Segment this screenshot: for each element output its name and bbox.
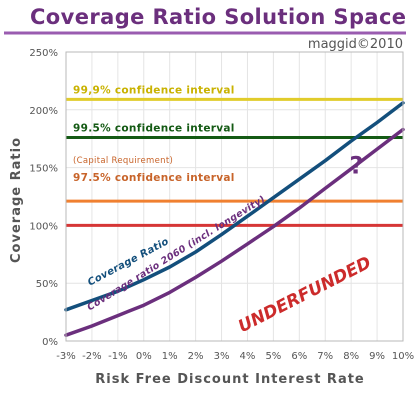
x-tick-label: 7% (317, 351, 333, 362)
chart-subtitle: maggid©2010 (308, 37, 403, 52)
y-tick-label: 0% (42, 337, 58, 348)
series-line (64, 127, 405, 337)
y-tick-label: 200% (29, 106, 58, 117)
y-tick-label: 50% (36, 279, 58, 290)
series-label: Coverage ratio 2060 (incl. longevity) (85, 194, 267, 313)
question-mark-annotation: ? (349, 151, 363, 179)
x-axis-label: Risk Free Discount Interest Rate (95, 372, 365, 387)
reference-line-label: 99,9% confidence interval (73, 84, 235, 96)
x-tick-label: -1% (108, 351, 127, 362)
x-tick-label: 6% (291, 351, 307, 362)
y-axis-label: Coverage Ratio (9, 137, 24, 263)
x-tick-label: 9% (369, 351, 385, 362)
reference-line-label: 99.5% confidence interval (73, 123, 235, 135)
x-tick-label: 2% (188, 351, 204, 362)
series-line (64, 101, 405, 312)
axes: -3% -2% -1% 0% 1% 2% 3% 4% 5% 6% 7% 8% 9% 10% 0% 50% 100… (29, 48, 414, 362)
x-tick-label: 1% (162, 351, 178, 362)
x-tick-label: 0% (136, 351, 152, 362)
x-tick-label: -3% (56, 351, 75, 362)
reference-line-label: (Capital Requirement) (73, 156, 173, 166)
y-tick-label: 100% (29, 221, 58, 232)
x-tick-label: 10% (392, 351, 414, 362)
x-tick-label: 3% (214, 351, 230, 362)
x-tick-label: 5% (265, 351, 281, 362)
annotations: UNDERFUNDED? (235, 151, 374, 337)
x-tick-label: -2% (82, 351, 101, 362)
x-tick-label: 8% (343, 351, 359, 362)
underfunded-annotation: UNDERFUNDED (235, 253, 374, 337)
chart-title: Coverage Ratio Solution Space (30, 5, 406, 29)
y-tick-label: 250% (29, 48, 58, 59)
reference-line-label: 97.5% confidence interval (73, 172, 235, 184)
y-tick-label: 150% (29, 164, 58, 175)
plot-frame (65, 51, 404, 342)
x-tick-label: 4% (240, 351, 256, 362)
